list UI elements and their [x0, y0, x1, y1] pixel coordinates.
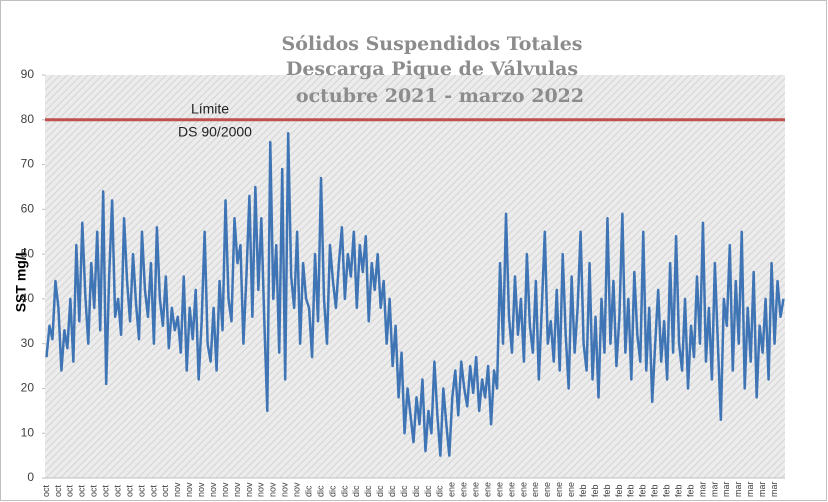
x-tick-label: feb	[578, 484, 588, 497]
x-tick-label: nov	[232, 482, 242, 497]
x-tick-label: oct	[41, 484, 51, 497]
chart-title: Descarga Pique de Válvulas	[286, 58, 578, 80]
x-tick-label: nov	[196, 482, 206, 497]
x-tick-label: dic	[399, 485, 409, 497]
x-tick-label: mar	[733, 481, 743, 497]
x-tick-label: ene	[518, 482, 528, 497]
x-tick-label: oct	[136, 484, 146, 497]
x-tick-label: ene	[542, 482, 552, 497]
x-tick-label: ene	[530, 482, 540, 497]
x-tick-label: nov	[268, 482, 278, 497]
x-tick-label: ene	[471, 482, 481, 497]
x-tick-label: oct	[124, 484, 134, 497]
x-tick-label: nov	[220, 482, 230, 497]
y-tick-label: 40	[21, 291, 35, 305]
x-tick-label: dic	[387, 485, 397, 497]
x-tick-label: feb	[673, 484, 683, 497]
y-tick-label: 0	[27, 470, 34, 484]
x-tick-label: dic	[351, 485, 361, 497]
x-tick-label: dic	[375, 485, 385, 497]
y-tick-label: 80	[21, 112, 35, 126]
x-tick-label: nov	[244, 482, 254, 497]
x-tick-label: mar	[709, 481, 719, 497]
y-tick-label: 60	[21, 202, 35, 216]
y-tick-label: 30	[21, 336, 35, 350]
data-line	[45, 131, 785, 457]
x-tick-label: nov	[256, 482, 266, 497]
x-tick-label: nov	[184, 482, 194, 497]
x-tick-label: feb	[614, 484, 624, 497]
x-tick-label: oct	[53, 484, 63, 497]
x-tick-label: feb	[602, 484, 612, 497]
x-tick-label: feb	[638, 484, 648, 497]
x-tick-label: dic	[423, 485, 433, 497]
x-tick-label: mar	[721, 481, 731, 497]
x-tick-label: ene	[554, 482, 564, 497]
x-tick-label: nov	[208, 482, 218, 497]
y-axis-label: SST mg/L	[13, 247, 29, 312]
x-tick-label: mar	[745, 481, 755, 497]
x-tick-label: dic	[363, 485, 373, 497]
x-tick-label: ene	[459, 482, 469, 497]
x-tick-label: oct	[77, 484, 87, 497]
x-tick-label: mar	[769, 481, 779, 497]
x-tick-label: mar	[697, 481, 707, 497]
x-tick-label: oct	[148, 484, 158, 497]
x-tick-label: ene	[447, 482, 457, 497]
x-tick-label: nov	[292, 482, 302, 497]
x-tick-label: nov	[280, 482, 290, 497]
x-tick-label: oct	[112, 484, 122, 497]
x-tick-label: ene	[506, 482, 516, 497]
x-tick-label: dic	[315, 485, 325, 497]
chart-title: Sólidos Suspendidos Totales	[281, 33, 582, 55]
x-tick-label: dic	[303, 485, 313, 497]
x-tick-label: feb	[590, 484, 600, 497]
y-tick-label: 90	[21, 67, 35, 81]
x-tick-label: feb	[662, 484, 672, 497]
x-tick-label: oct	[101, 484, 111, 497]
chart-title: octubre 2021 - marzo 2022	[296, 85, 584, 107]
limit-label: Límite	[191, 100, 229, 116]
x-tick-label: ene	[494, 482, 504, 497]
y-tick-label: 50	[21, 246, 35, 260]
x-tick-label: oct	[65, 484, 75, 497]
x-tick-label: feb	[650, 484, 660, 497]
x-tick-label: nov	[172, 482, 182, 497]
x-tick-label: dic	[435, 485, 445, 497]
y-tick-label: 70	[21, 157, 35, 171]
x-tick-label: ene	[482, 482, 492, 497]
x-tick-label: ene	[566, 482, 576, 497]
x-tick-label: oct	[160, 484, 170, 497]
y-tick-label: 20	[21, 381, 35, 395]
x-tick-label: dic	[339, 485, 349, 497]
y-tick-label: 10	[21, 425, 35, 439]
limit-label: DS 90/2000	[178, 123, 252, 139]
x-tick-label: feb	[626, 484, 636, 497]
x-tick-label: mar	[757, 481, 767, 497]
x-tick-label: feb	[685, 484, 695, 497]
x-tick-label: dic	[411, 485, 421, 497]
x-tick-label: oct	[89, 484, 99, 497]
x-tick-label: dic	[327, 485, 337, 497]
